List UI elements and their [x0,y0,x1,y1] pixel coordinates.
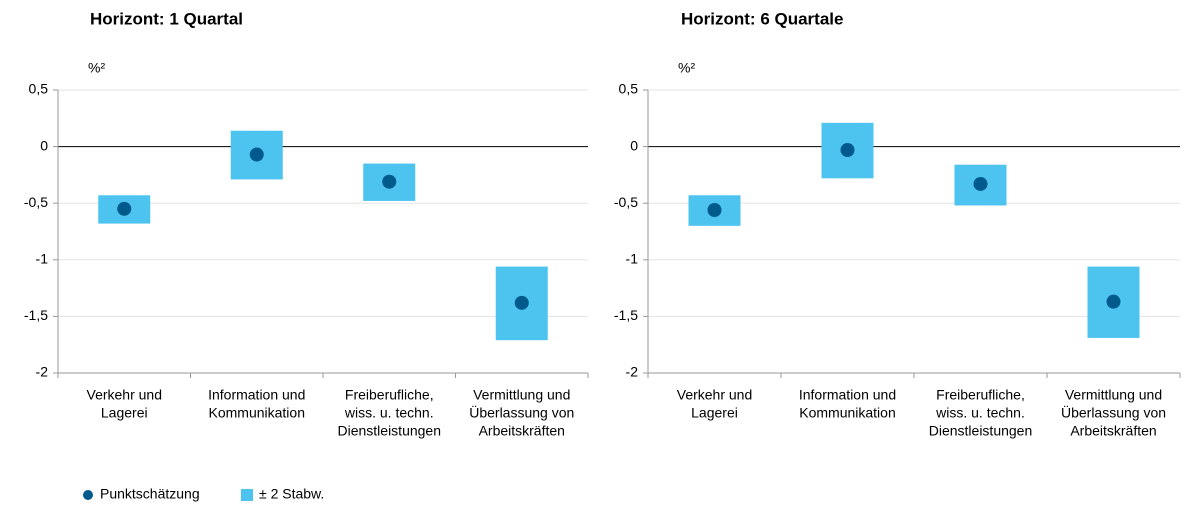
legend-marker [241,489,253,501]
x-tick-label: Arbeitskräften [1070,423,1156,439]
x-tick-label: Freiberufliche, [345,387,434,403]
point [514,295,529,310]
y-tick-label: -2 [36,364,49,380]
y-tick-label: 0,5 [29,81,49,97]
x-tick-label: Vermittlung und [1065,387,1162,403]
y-tick-label: -0,5 [614,194,638,210]
x-tick-label: Kommunikation [209,405,306,421]
x-tick-label: Freiberufliche, [936,387,1025,403]
y-tick-label: -0,5 [24,194,48,210]
y-tick-label: -1 [36,251,49,267]
x-tick-label: Verkehr und [677,387,753,403]
point [382,174,397,189]
legend-label: Punktschätzung [100,486,200,502]
y-tick-label: -2 [626,364,639,380]
legend-label: ± 2 Stabw. [259,486,324,502]
point [707,202,722,217]
point [249,147,264,162]
x-tick-label: Lagerei [101,405,148,421]
x-tick-label: Information und [799,387,896,403]
point [973,176,988,191]
point [1106,294,1121,309]
y-tick-label: -1,5 [24,307,48,323]
y-tick-label: 0 [630,137,638,153]
x-tick-label: Dienstleistungen [929,423,1033,439]
y-tick-label: 0 [40,137,48,153]
point [117,201,132,216]
x-tick-label: Vermittlung und [473,387,570,403]
x-tick-label: Kommunikation [799,405,896,421]
y-unit: %² [678,60,695,76]
x-tick-label: wiss. u. techn. [344,405,434,421]
x-tick-label: Arbeitskräften [479,423,565,439]
x-tick-label: Überlassung von [1061,404,1166,421]
x-tick-label: Information und [208,387,305,403]
point [840,142,855,157]
y-tick-label: 0,5 [619,81,639,97]
y-tick-label: -1 [626,251,639,267]
x-tick-label: Lagerei [691,405,738,421]
x-tick-label: Überlassung von [469,404,574,421]
x-tick-label: Dienstleistungen [337,423,441,439]
legend-marker [83,490,93,500]
chart-title: Horizont: 6 Quartale [681,9,843,28]
x-tick-label: wiss. u. techn. [935,405,1025,421]
x-tick-label: Verkehr und [87,387,163,403]
y-unit: %² [88,60,105,76]
chart-title: Horizont: 1 Quartal [90,9,243,28]
y-tick-label: -1,5 [614,307,638,323]
